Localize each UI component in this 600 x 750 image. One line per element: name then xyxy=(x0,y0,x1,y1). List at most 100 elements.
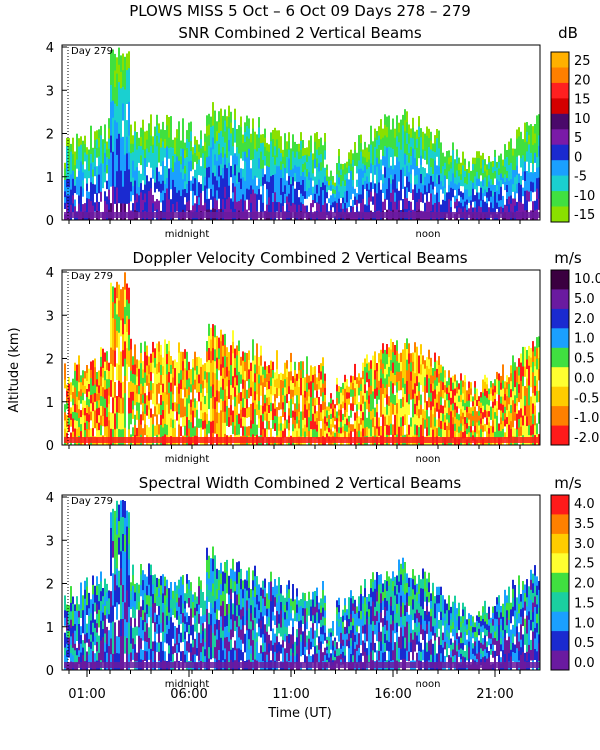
echo-cell xyxy=(374,379,376,390)
echo-cell xyxy=(380,139,382,150)
echo-cell xyxy=(316,397,318,405)
echo-cell xyxy=(154,173,156,184)
echo-cell xyxy=(472,163,474,171)
echo-cell xyxy=(420,414,422,426)
echo-cell xyxy=(226,126,228,138)
echo-cell xyxy=(82,415,84,424)
echo-cell xyxy=(290,184,292,192)
echo-cell xyxy=(436,402,438,412)
echo-cell xyxy=(452,181,454,190)
echo-cell xyxy=(482,179,484,187)
echo-cell xyxy=(446,199,448,207)
echo-cell xyxy=(184,358,186,369)
echo-cell xyxy=(364,358,366,368)
echo-cell xyxy=(174,187,176,196)
echo-cell xyxy=(406,154,408,167)
echo-cell xyxy=(462,165,464,173)
echo-cell xyxy=(148,356,150,366)
echo-cell xyxy=(386,394,388,406)
echo-cell xyxy=(462,399,464,407)
echo-cell xyxy=(534,172,536,183)
echo-cell xyxy=(296,182,298,191)
echo-cell xyxy=(372,418,374,428)
echo-cell xyxy=(376,131,378,141)
echo-cell xyxy=(154,135,156,146)
echo-cell xyxy=(160,613,162,624)
echo-cell xyxy=(360,418,362,426)
echo-cell xyxy=(158,403,160,415)
echo-cell xyxy=(304,176,306,185)
echo-cell xyxy=(234,197,236,210)
echo-cell xyxy=(174,419,176,429)
echo-cell xyxy=(270,360,272,370)
echo-cell xyxy=(438,427,440,437)
echo-cell xyxy=(68,424,70,432)
echo-cell xyxy=(426,409,428,420)
echo-cell xyxy=(328,198,330,204)
echo-cell xyxy=(242,416,244,427)
echo-cell xyxy=(410,380,412,391)
echo-cell xyxy=(334,424,336,430)
echo-cell xyxy=(100,125,102,136)
echo-cell xyxy=(448,377,450,386)
echo-cell xyxy=(412,361,414,372)
echo-cell xyxy=(96,641,98,652)
echo-cell xyxy=(218,380,220,392)
echo-cell xyxy=(440,380,442,390)
echo-cell xyxy=(146,604,148,615)
echo-cell xyxy=(324,167,326,177)
echo-cell xyxy=(96,585,98,596)
echo-cell xyxy=(332,189,334,195)
echo-cell xyxy=(354,420,356,430)
echo-cell xyxy=(472,411,474,417)
echo-cell xyxy=(210,116,212,128)
echo-cell xyxy=(146,613,148,624)
echo-cell xyxy=(136,600,138,610)
echo-cell xyxy=(516,174,518,185)
echo-cell xyxy=(168,127,170,139)
echo-cell xyxy=(258,137,260,149)
echo-cell xyxy=(110,347,112,365)
echo-cell xyxy=(434,398,436,409)
echo-cell xyxy=(230,111,232,124)
echo-cell xyxy=(262,185,264,195)
echo-cell xyxy=(64,595,66,604)
echo-cell xyxy=(128,413,130,430)
echo-cell xyxy=(170,608,172,618)
echo-cell xyxy=(98,400,100,409)
echo-cell xyxy=(162,383,164,393)
echo-cell xyxy=(308,148,310,157)
echo-cell xyxy=(468,196,470,203)
echo-cell xyxy=(70,166,72,175)
echo-cell xyxy=(394,165,396,175)
echo-cell xyxy=(136,393,138,403)
echo-cell xyxy=(158,606,160,616)
echo-cell xyxy=(106,583,108,593)
echo-cell xyxy=(458,414,460,421)
echo-cell xyxy=(436,165,438,175)
echo-cell xyxy=(134,414,136,426)
echo-cell xyxy=(298,428,300,438)
echo-cell xyxy=(110,68,112,86)
echo-cell xyxy=(482,431,484,439)
echo-cell xyxy=(358,160,360,170)
echo-cell xyxy=(436,183,438,194)
echo-cell xyxy=(156,587,158,597)
echo-cell xyxy=(284,403,286,413)
echo-cell xyxy=(410,389,412,400)
echo-cell xyxy=(64,168,66,175)
echo-cell xyxy=(104,615,106,625)
echo-cell xyxy=(102,596,104,605)
echo-cell xyxy=(376,193,378,203)
echo-cell xyxy=(116,396,118,413)
echo-cell xyxy=(238,134,240,145)
echo-cell xyxy=(438,130,440,140)
echo-cell xyxy=(276,426,278,436)
echo-cell xyxy=(312,374,314,384)
echo-cell xyxy=(224,131,226,144)
echo-cell xyxy=(344,416,346,425)
echo-cell xyxy=(182,398,184,409)
echo-cell xyxy=(196,196,198,205)
echo-cell xyxy=(380,189,382,201)
echo-cell xyxy=(392,138,394,150)
